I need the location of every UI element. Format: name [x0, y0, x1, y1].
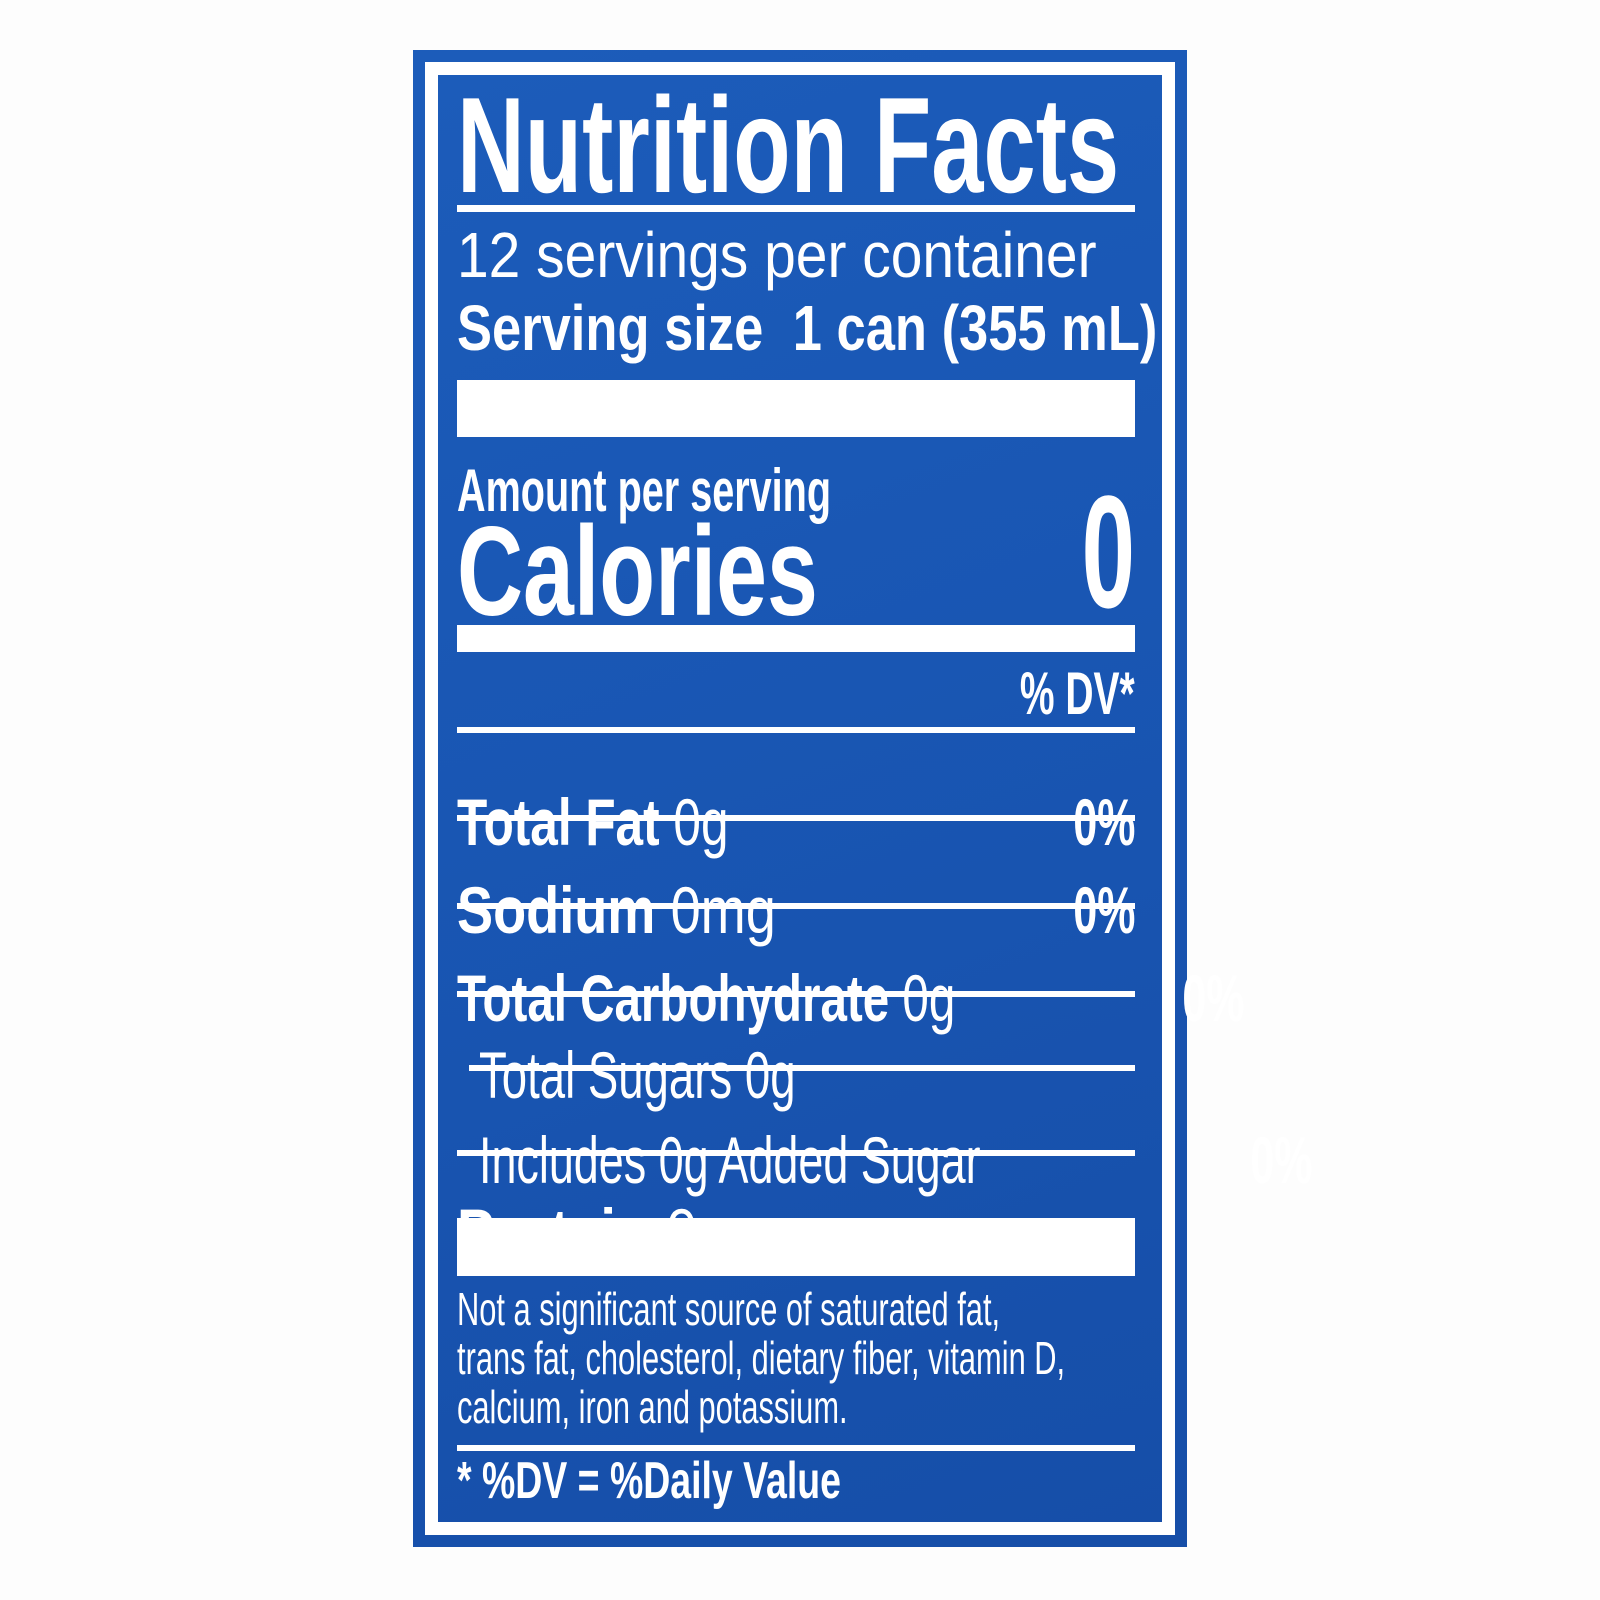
nutrient-name: Total Fat — [457, 785, 660, 859]
servings-per-container: 12 servings per container — [457, 219, 1097, 291]
nutrient-amount: 0mg — [670, 873, 776, 947]
nutrient-dv: 0% — [1072, 873, 1135, 947]
calories-label: Calories — [457, 500, 818, 642]
serving-size-value: 1 can (355 mL) — [792, 292, 1158, 364]
nutrition-label: Nutrition Facts 12 servings per containe… — [413, 50, 1312, 1547]
footnote: Not a significant source of saturated fa… — [457, 1285, 1365, 1432]
nutrient-name: Total Carbohydrate — [457, 961, 890, 1035]
nutrient-row-total-sugars: Total Sugars 0g — [479, 1042, 1135, 1108]
hairline-divider — [457, 1150, 1135, 1156]
footnote-line: Not a significant source of saturated fa… — [457, 1283, 1001, 1335]
nutrient-row-sodium: Sodium 0mg 0% — [457, 877, 1135, 943]
hairline-divider — [457, 903, 1135, 909]
nutrient-name: Includes 0g Added Sugar — [479, 1123, 981, 1197]
nutrition-facts-title: Nutrition Facts — [457, 69, 1120, 221]
nutrient-dv: 0% — [1249, 1123, 1312, 1197]
nutrient-row-added-sugar: Includes 0g Added Sugar 0% — [479, 1127, 1312, 1193]
amount-per-serving-label: Amount per serving — [457, 457, 832, 524]
serving-size-label: Serving size — [457, 292, 764, 364]
nutrient-row-total-carbohydrate: Total Carbohydrate 0g 0% — [457, 965, 1244, 1031]
nutrient-row-total-fat: Total Fat 0g 0% — [457, 789, 1135, 855]
hairline-divider — [457, 991, 1135, 997]
separator-bar-medium — [457, 625, 1135, 652]
hairline-divider-indented — [469, 1065, 1135, 1071]
separator-bar-thick — [457, 1218, 1135, 1276]
footnote-line: trans fat, cholesterol, dietary fiber, v… — [457, 1332, 1066, 1384]
nutrient-dv: 0% — [1182, 961, 1245, 1035]
nutrient-amount: 0g — [902, 961, 956, 1035]
hairline-divider — [457, 1445, 1135, 1451]
dv-definition: * %DV = %Daily Value — [457, 1452, 841, 1510]
hairline-divider — [457, 815, 1135, 821]
calories-value: 0 — [1081, 462, 1135, 641]
hairline-divider — [457, 727, 1135, 733]
percent-dv-header: % DV* — [1020, 660, 1135, 727]
title-divider — [457, 205, 1135, 212]
nutrient-dv: 0% — [1072, 785, 1135, 859]
nutrient-name: Total Sugars — [479, 1038, 733, 1112]
nutrient-name: Sodium — [457, 873, 656, 947]
footnote-line: calcium, iron and potassium. — [457, 1381, 848, 1433]
nutrient-amount: 0g — [744, 1038, 796, 1112]
nutrient-amount: 0g — [673, 785, 729, 859]
separator-bar-thick — [457, 380, 1135, 437]
serving-size-row: Serving size 1 can (355 mL) — [457, 296, 1311, 360]
